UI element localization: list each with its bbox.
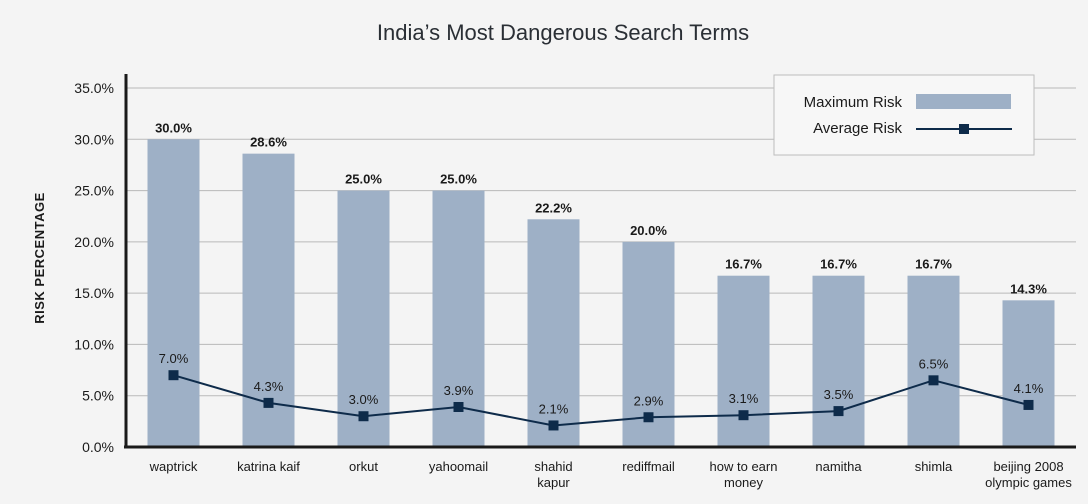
average-risk-point — [738, 410, 749, 421]
bar-data-label: 22.2% — [535, 200, 572, 215]
average-risk-point — [1023, 399, 1034, 410]
bar — [812, 275, 865, 447]
legend-marker-average-risk — [959, 124, 969, 134]
bar-data-label: 16.7% — [820, 257, 857, 272]
average-risk-data-label: 6.5% — [919, 356, 949, 371]
x-tick-label: katrina kaif — [237, 459, 300, 474]
legend-box — [773, 74, 1035, 156]
y-tick-label: 25.0% — [74, 183, 114, 199]
bar-data-label: 16.7% — [725, 257, 762, 272]
y-tick-label: 10.0% — [74, 336, 114, 352]
average-risk-data-label: 2.9% — [634, 393, 664, 408]
x-tick-label: shimla — [915, 459, 953, 474]
average-risk-point — [833, 406, 844, 417]
bar — [717, 275, 770, 447]
legend: Maximum Risk Average Risk — [773, 74, 1035, 156]
bar — [337, 190, 390, 448]
bar-data-label: 16.7% — [915, 257, 952, 272]
average-risk-point — [168, 370, 179, 381]
average-risk-data-label: 3.9% — [444, 383, 474, 398]
average-risk-line — [173, 374, 1029, 427]
average-risk-point — [928, 375, 939, 386]
average-risk-data-label: 2.1% — [539, 401, 569, 416]
x-tick-label: waptrick — [149, 459, 198, 474]
y-tick-label: 20.0% — [74, 234, 114, 250]
average-risk-data-label: 3.1% — [729, 391, 759, 406]
bars: 30.0% 28.6% 25.0% 25.0% 22.2% 20.0% 16.7% 16.7%… — [147, 120, 1055, 448]
axes: 0.0% 5.0% 10.0% 15.0% 20.0% 25.0% 30.0% 35.0% wa… — [74, 74, 1076, 490]
y-tick-label: 15.0% — [74, 285, 114, 301]
average-risk-point — [358, 411, 369, 422]
x-tick-label: beijing 2008 — [993, 459, 1063, 474]
bar-data-label: 25.0% — [345, 172, 382, 187]
average-risk-data-label: 4.1% — [1014, 381, 1044, 396]
legend-label-maximum-risk: Maximum Risk — [804, 94, 903, 111]
bar — [147, 139, 200, 448]
average-risk-data-label: 3.0% — [349, 392, 379, 407]
x-tick-label: money — [724, 475, 764, 490]
average-risk-point — [453, 401, 464, 412]
bar-data-label: 28.6% — [250, 135, 287, 150]
legend-swatch-maximum-risk — [916, 94, 1011, 109]
x-tick-label: olympic games — [985, 475, 1072, 490]
bar — [907, 275, 960, 447]
bar — [1002, 300, 1055, 447]
average-risk-data-label: 7.0% — [159, 351, 189, 366]
average-risk-data-label: 4.3% — [254, 379, 284, 394]
chart-title: India’s Most Dangerous Search Terms — [377, 20, 749, 45]
x-tick-label: kapur — [537, 475, 570, 490]
bar — [527, 219, 580, 447]
x-tick-label: how to earn — [710, 459, 778, 474]
x-tick-label: shahid — [534, 459, 572, 474]
bar-data-label: 20.0% — [630, 223, 667, 238]
average-line: 7.0% 4.3% 3.0% 3.9% 2.1% 2.9% 3.1% 3.5% 6.5% 4.1% — [159, 351, 1044, 431]
bar-data-label: 30.0% — [155, 120, 192, 135]
average-risk-data-label: 3.5% — [824, 387, 854, 402]
average-risk-point — [263, 397, 274, 408]
y-tick-label: 0.0% — [82, 439, 114, 455]
x-tick-label: yahoomail — [429, 459, 488, 474]
x-tick-label: rediffmail — [622, 459, 675, 474]
legend-label-average-risk: Average Risk — [813, 120, 902, 137]
average-risk-point — [548, 420, 559, 431]
bar-data-label: 14.3% — [1010, 281, 1047, 296]
bar-data-label: 25.0% — [440, 172, 477, 187]
average-risk-point — [643, 412, 654, 423]
y-axis-label: RISK PERCENTAGE — [32, 192, 47, 324]
y-tick-label: 5.0% — [82, 388, 114, 404]
y-tick-label: 35.0% — [74, 80, 114, 96]
x-tick-label: namitha — [815, 459, 862, 474]
y-tick-label: 30.0% — [74, 131, 114, 147]
x-tick-label: orkut — [349, 459, 378, 474]
